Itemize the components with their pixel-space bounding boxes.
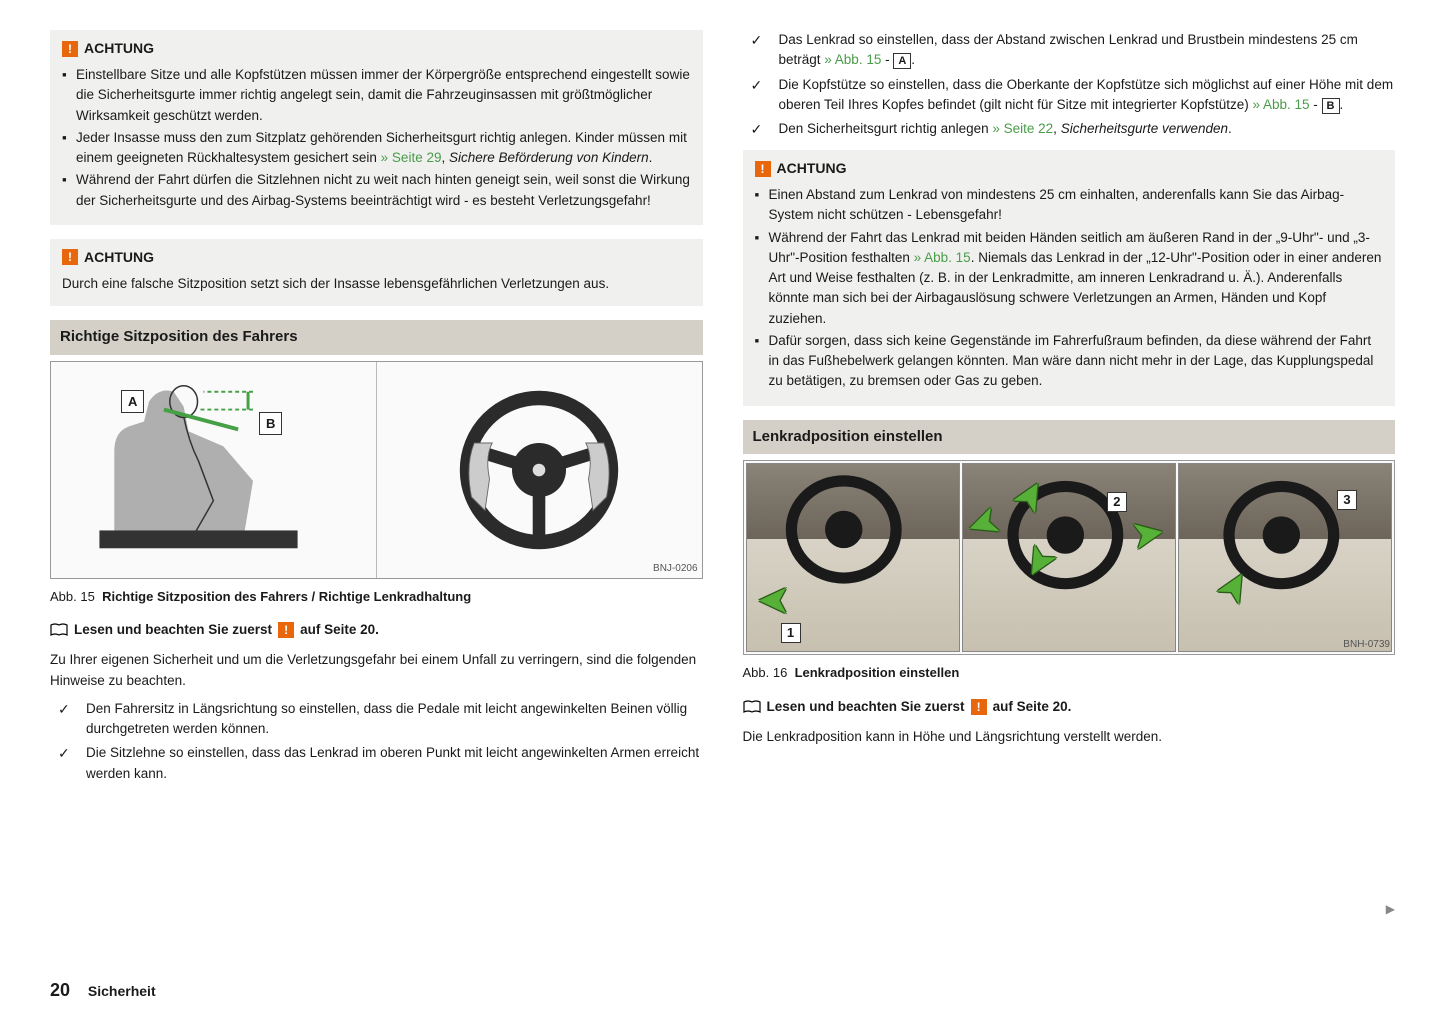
warning-label: ACHTUNG xyxy=(84,247,154,268)
seat-driver-illustration xyxy=(51,362,376,578)
outro-paragraph: Die Lenkradposition kann in Höhe und Län… xyxy=(743,727,1396,747)
read-first-note: Lesen und beachten Sie zuerst ! auf Seit… xyxy=(50,620,703,640)
page-ref-link[interactable]: » Seite 22 xyxy=(992,121,1053,136)
page-ref-link[interactable]: » Seite 29 xyxy=(381,150,442,165)
fig16-badge-1: 1 xyxy=(781,623,801,643)
book-icon xyxy=(50,623,68,637)
warning-box-2: ! ACHTUNG Durch eine falsche Sitzpositio… xyxy=(50,239,703,306)
section-header-lenkrad: Lenkradposition einstellen xyxy=(743,420,1396,455)
arrow-down-icon: ➤ xyxy=(757,571,791,631)
warning-icon: ! xyxy=(971,699,987,715)
intro-paragraph: Zu Ihrer eigenen Sicherheit und um die V… xyxy=(50,650,703,691)
read-first-note-2: Lesen und beachten Sie zuerst ! auf Seit… xyxy=(743,697,1396,717)
page-footer: 20 Sicherheit xyxy=(50,977,156,1004)
footer-section-title: Sicherheit xyxy=(88,983,156,999)
figure-15-ref: BNJ-0206 xyxy=(653,561,697,576)
warning-label: ACHTUNG xyxy=(777,158,847,179)
fig15-label-a: A xyxy=(121,390,144,414)
fig16-badge-3: 3 xyxy=(1337,490,1357,510)
check-icon: ✓ xyxy=(751,119,779,140)
fig16-badge-2: 2 xyxy=(1107,492,1127,512)
warning-label: ACHTUNG xyxy=(84,38,154,59)
figure-15-caption: Abb. 15 Richtige Sitzposition des Fahrer… xyxy=(50,585,703,609)
check-4: Die Kopfstütze so einstellen, dass die O… xyxy=(779,75,1396,116)
warning3-bullet1: Einen Abstand zum Lenkrad von mindestens… xyxy=(769,185,1384,226)
warning-icon: ! xyxy=(755,161,771,177)
warning1-bullet3: Während der Fahrt dürfen die Sitzlehnen … xyxy=(76,170,691,211)
figure-16: ➤ 1 ➤ ➤ ➤ ➤ 2 ➤ 3 xyxy=(743,460,1396,655)
warning-box-1: ! ACHTUNG ▪Einstellbare Sitze und alle K… xyxy=(50,30,703,225)
check-icon: ✓ xyxy=(751,75,779,116)
check-3: Das Lenkrad so einstellen, dass der Abst… xyxy=(779,30,1396,71)
warning1-bullet2: Jeder Insasse muss den zum Sitzplatz geh… xyxy=(76,128,691,169)
figure-15: A B xyxy=(50,361,703,579)
fig-ref-link[interactable]: » Abb. 15 xyxy=(824,52,881,67)
warning-icon: ! xyxy=(62,41,78,57)
check-icon: ✓ xyxy=(58,743,86,784)
steering-panel-3 xyxy=(1179,464,1391,651)
letter-box-b: B xyxy=(1322,98,1340,114)
warning-box-3: ! ACHTUNG ▪Einen Abstand zum Lenkrad von… xyxy=(743,150,1396,406)
fig15-label-b: B xyxy=(259,412,282,436)
fig-ref-link[interactable]: » Abb. 15 xyxy=(1252,97,1309,112)
check-1: Den Fahrersitz in Längsrichtung so einst… xyxy=(86,699,703,740)
warning3-bullet3: Dafür sorgen, dass sich keine Gegenständ… xyxy=(769,331,1384,392)
fig-ref-link[interactable]: » Abb. 15 xyxy=(914,250,971,265)
figure-16-ref: BNH-0739 xyxy=(1343,637,1390,652)
check-icon: ✓ xyxy=(58,699,86,740)
page-number: 20 xyxy=(50,980,70,1000)
figure-16-caption: Abb. 16 Lenkradposition einstellen xyxy=(743,661,1396,685)
steering-wheel-illustration xyxy=(449,380,629,560)
left-column: ! ACHTUNG ▪Einstellbare Sitze und alle K… xyxy=(50,30,703,788)
section-header-sitzposition: Richtige Sitzposition des Fahrers xyxy=(50,320,703,355)
check-2: Die Sitzlehne so einstellen, dass das Le… xyxy=(86,743,703,784)
warning2-text: Durch eine falsche Sitzposition setzt si… xyxy=(62,274,691,294)
right-column: ✓ Das Lenkrad so einstellen, dass der Ab… xyxy=(743,30,1396,788)
letter-box-a: A xyxy=(893,53,911,69)
book-icon xyxy=(743,700,761,714)
warning1-bullet1: Einstellbare Sitze und alle Kopfstützen … xyxy=(76,65,691,126)
check-5: Den Sicherheitsgurt richtig anlegen » Se… xyxy=(779,119,1396,140)
warning3-bullet2: Während der Fahrt das Lenkrad mit beiden… xyxy=(769,228,1384,329)
warning-icon: ! xyxy=(62,249,78,265)
check-icon: ✓ xyxy=(751,30,779,71)
warning-icon: ! xyxy=(278,622,294,638)
continue-arrow-icon: ▶ xyxy=(1386,900,1395,918)
